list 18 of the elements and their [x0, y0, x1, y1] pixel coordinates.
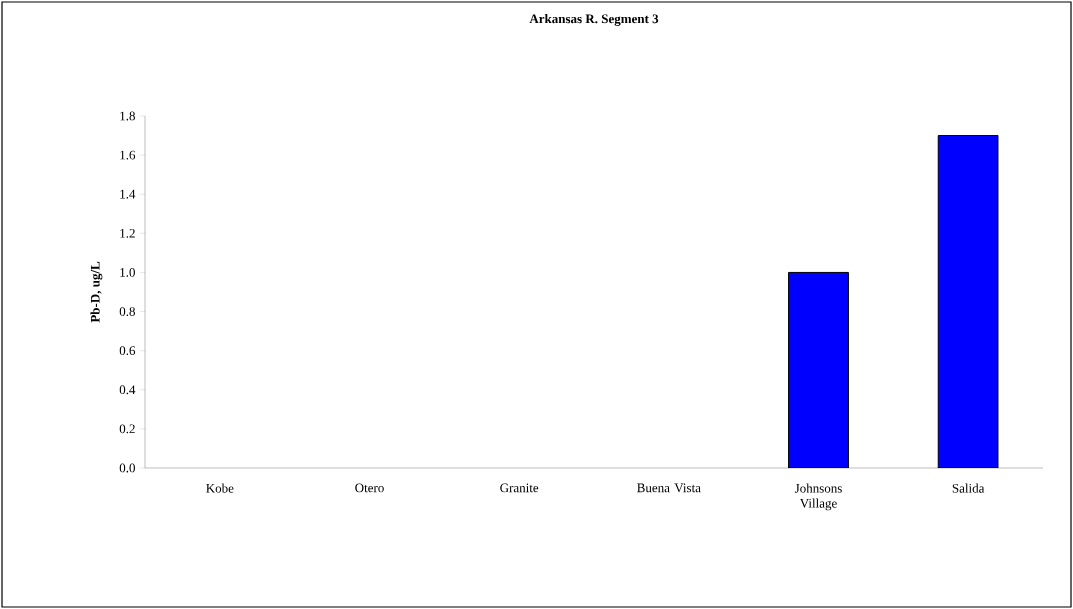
- y-tick-label: 0.6: [119, 346, 136, 356]
- y-tick-label: 0.2: [119, 424, 135, 434]
- y-tick-label: 1.6: [120, 150, 136, 160]
- y-tick-label: 1.2: [120, 228, 135, 238]
- x-tick-label: Salida: [952, 483, 985, 493]
- x-tick-label: Otero: [355, 483, 384, 493]
- x-tick-label: Granite: [500, 483, 539, 493]
- x-tick-label: Kobe: [206, 483, 234, 493]
- y-tick-label: 0.8: [119, 307, 135, 316]
- x-tick-label: Buena Vista: [637, 483, 701, 493]
- y-tick-label: 0.0: [119, 463, 135, 473]
- y-tick-label: 0.4: [119, 385, 136, 395]
- x-tick-label: Johnsons Village: [794, 483, 842, 511]
- y-tick-label: 1.4: [120, 189, 136, 199]
- y-tick-label: 1.0: [120, 268, 135, 277]
- chart-title: Arkansas R. Segment 3: [529, 14, 659, 26]
- y-axis-title: Pb-D, ug/L: [90, 261, 103, 323]
- y-tick-label: 1.8: [120, 111, 135, 121]
